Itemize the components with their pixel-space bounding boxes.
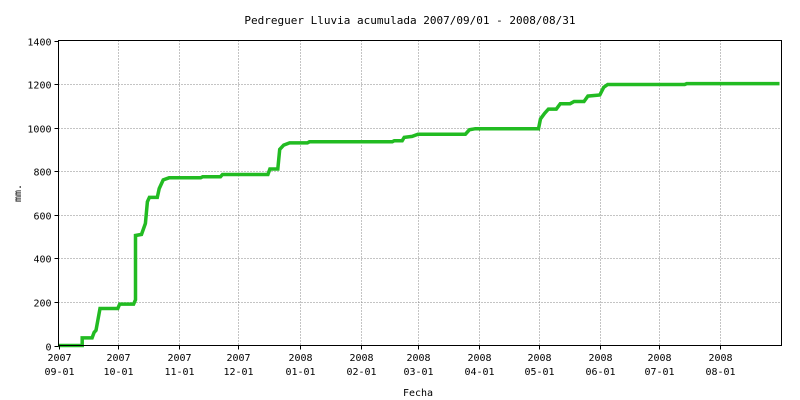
x-axis-label: Fecha [403,388,433,399]
x-tick-label-date: 01-01 [285,367,315,378]
x-axis: 2007 09-01 2007 10-01 2007 11-01 2007 12-01 2008… [44,345,736,378]
x-tick-label-date: 12-01 [223,367,253,378]
x-tick-label-date: 05-01 [524,367,554,378]
y-tick-label: 1400 [27,38,51,49]
y-tick-label: 800 [33,168,51,179]
y-tick-label: 0 [45,343,51,354]
series-layer [58,81,780,348]
x-tick-label-date: 11-01 [164,367,194,378]
x-tick-label-year: 2008 [467,353,491,364]
x-tick-label-date: 03-01 [403,367,433,378]
x-tick-label-date: 02-01 [346,367,376,378]
chart-title: Pedreguer Lluvia acumulada 2007/09/01 - … [244,14,575,27]
plot-frame [58,40,782,346]
y-tick-label: 200 [33,299,51,310]
x-tick-label-date: 06-01 [585,367,615,378]
y-tick-label: 1000 [27,125,51,136]
x-tick-label-date: 09-01 [44,367,74,378]
x-tick-label-year: 2008 [288,353,312,364]
x-tick-label-year: 2008 [527,353,551,364]
grid [58,40,782,346]
x-tick-label-year: 2007 [106,353,130,364]
x-tick-label-year: 2008 [406,353,430,364]
x-tick-label-date: 04-01 [464,367,494,378]
y-tick-label: 600 [33,212,51,223]
x-tick-label-year: 2008 [708,353,732,364]
series-line-1 [58,81,780,348]
x-tick-label-year: 2007 [167,353,191,364]
y-axis: 0 200 400 600 800 1000 1200 1400 [27,38,59,354]
x-tick-label-year: 2007 [226,353,250,364]
y-axis-label: mm. [13,184,24,202]
x-tick-label-year: 2008 [647,353,671,364]
y-tick-label: 1200 [27,81,51,92]
x-tick-label-date: 10-01 [103,367,133,378]
x-tick-label-date: 07-01 [644,367,674,378]
x-tick-label-date: 08-01 [705,367,735,378]
y-tick-label: 400 [33,255,51,266]
x-tick-label-year: 2008 [588,353,612,364]
x-tick-label-year: 2007 [47,353,71,364]
x-tick-label-year: 2008 [349,353,373,364]
